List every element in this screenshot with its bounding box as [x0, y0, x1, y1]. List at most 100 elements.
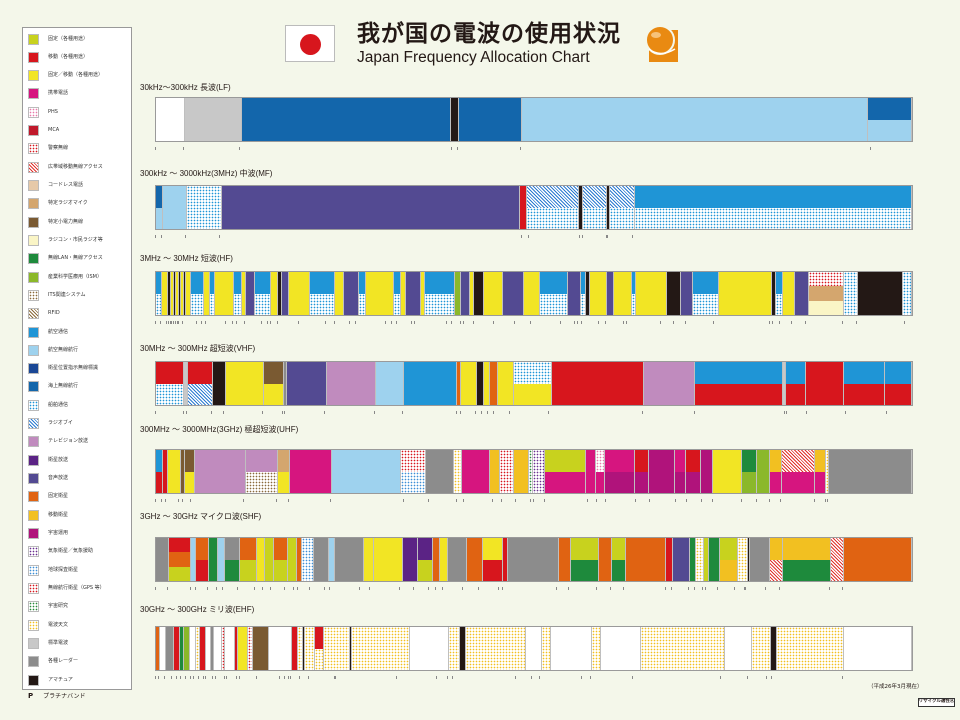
allocation-segment[interactable] — [719, 272, 772, 315]
allocation-segment[interactable] — [402, 538, 418, 581]
allocation-segment[interactable] — [601, 627, 642, 670]
allocation-segment[interactable] — [170, 272, 174, 315]
allocation-segment[interactable] — [590, 272, 608, 315]
allocation-segment[interactable] — [497, 362, 514, 405]
allocation-segment[interactable] — [284, 362, 288, 405]
allocation-segment[interactable] — [612, 538, 626, 581]
allocation-segment[interactable] — [829, 450, 913, 493]
allocation-segment[interactable] — [809, 272, 844, 315]
allocation-segment[interactable] — [609, 186, 635, 229]
allocation-segment[interactable] — [844, 362, 885, 405]
allocation-segment[interactable] — [586, 450, 597, 493]
allocation-segment[interactable] — [277, 272, 282, 315]
allocation-segment[interactable] — [288, 272, 310, 315]
allocation-segment[interactable] — [542, 627, 551, 670]
allocation-segment[interactable] — [747, 538, 751, 581]
allocation-segment[interactable] — [156, 362, 185, 405]
allocation-segment[interactable] — [456, 362, 462, 405]
allocation-segment[interactable] — [264, 538, 274, 581]
allocation-segment[interactable] — [781, 450, 816, 493]
allocation-segment[interactable] — [523, 272, 540, 315]
allocation-segment[interactable] — [213, 362, 226, 405]
allocation-segment[interactable] — [483, 538, 503, 581]
allocation-segment[interactable] — [783, 538, 831, 581]
allocation-segment[interactable] — [181, 272, 185, 315]
allocation-segment[interactable] — [417, 538, 433, 581]
allocation-segment[interactable] — [672, 538, 690, 581]
allocation-segment[interactable] — [570, 538, 599, 581]
allocation-segment[interactable] — [200, 627, 206, 670]
allocation-segment[interactable] — [644, 362, 696, 405]
allocation-segment[interactable] — [785, 362, 807, 405]
allocation-segment[interactable] — [641, 627, 726, 670]
allocation-segment[interactable] — [184, 272, 187, 315]
allocation-segment[interactable] — [421, 272, 426, 315]
allocation-segment[interactable] — [234, 627, 238, 670]
allocation-segment[interactable] — [221, 627, 226, 670]
allocation-segment[interactable] — [453, 450, 462, 493]
allocation-segment[interactable] — [708, 538, 721, 581]
allocation-segment[interactable] — [351, 627, 411, 670]
allocation-segment[interactable] — [287, 362, 327, 405]
allocation-segment[interactable] — [686, 450, 702, 493]
allocation-segment[interactable] — [225, 627, 235, 670]
allocation-segment[interactable] — [255, 272, 272, 315]
allocation-segment[interactable] — [704, 538, 709, 581]
allocation-segment[interactable] — [550, 627, 592, 670]
allocation-segment[interactable] — [607, 186, 610, 229]
allocation-segment[interactable] — [448, 627, 460, 670]
allocation-segment[interactable] — [725, 627, 753, 670]
allocation-segment[interactable] — [469, 272, 475, 315]
allocation-segment[interactable] — [187, 186, 222, 229]
allocation-segment[interactable] — [578, 186, 584, 229]
allocation-segment[interactable] — [224, 538, 240, 581]
allocation-segment[interactable] — [635, 450, 649, 493]
allocation-segment[interactable] — [221, 186, 521, 229]
allocation-segment[interactable] — [156, 627, 161, 670]
allocation-segment[interactable] — [782, 362, 786, 405]
allocation-segment[interactable] — [843, 272, 858, 315]
allocation-segment[interactable] — [490, 450, 500, 493]
allocation-segment[interactable] — [695, 362, 783, 405]
allocation-segment[interactable] — [815, 450, 827, 493]
allocation-segment[interactable] — [185, 98, 242, 141]
allocation-segment[interactable] — [269, 627, 293, 670]
allocation-segment[interactable] — [750, 538, 770, 581]
allocation-segment[interactable] — [605, 450, 636, 493]
allocation-segment[interactable] — [559, 538, 571, 581]
allocation-segment[interactable] — [186, 272, 192, 315]
allocation-segment[interactable] — [680, 272, 694, 315]
allocation-segment[interactable] — [326, 362, 376, 405]
allocation-segment[interactable] — [184, 362, 188, 405]
allocation-segment[interactable] — [830, 538, 845, 581]
allocation-segment[interactable] — [156, 450, 163, 493]
allocation-segment[interactable] — [180, 450, 186, 493]
allocation-segment[interactable] — [586, 272, 591, 315]
allocation-segment[interactable] — [598, 538, 613, 581]
allocation-segment[interactable] — [314, 627, 324, 670]
allocation-segment[interactable] — [185, 450, 195, 493]
allocation-segment[interactable] — [271, 272, 278, 315]
allocation-segment[interactable] — [720, 538, 738, 581]
allocation-segment[interactable] — [522, 98, 869, 141]
allocation-segment[interactable] — [281, 272, 289, 315]
allocation-segment[interactable] — [455, 272, 461, 315]
allocation-segment[interactable] — [204, 272, 211, 315]
allocation-segment[interactable] — [770, 627, 777, 670]
allocation-segment[interactable] — [514, 450, 530, 493]
allocation-segment[interactable] — [868, 98, 913, 141]
allocation-segment[interactable] — [161, 272, 169, 315]
allocation-segment[interactable] — [757, 450, 771, 493]
allocation-segment[interactable] — [771, 272, 776, 315]
allocation-segment[interactable] — [214, 272, 234, 315]
allocation-segment[interactable] — [483, 362, 491, 405]
allocation-segment[interactable] — [741, 450, 758, 493]
allocation-segment[interactable] — [314, 538, 330, 581]
allocation-segment[interactable] — [648, 450, 676, 493]
allocation-segment[interactable] — [507, 538, 560, 581]
allocation-segment[interactable] — [713, 450, 742, 493]
allocation-segment[interactable] — [490, 362, 498, 405]
allocation-segment[interactable] — [795, 272, 810, 315]
allocation-segment[interactable] — [176, 272, 179, 315]
allocation-segment[interactable] — [349, 627, 352, 670]
